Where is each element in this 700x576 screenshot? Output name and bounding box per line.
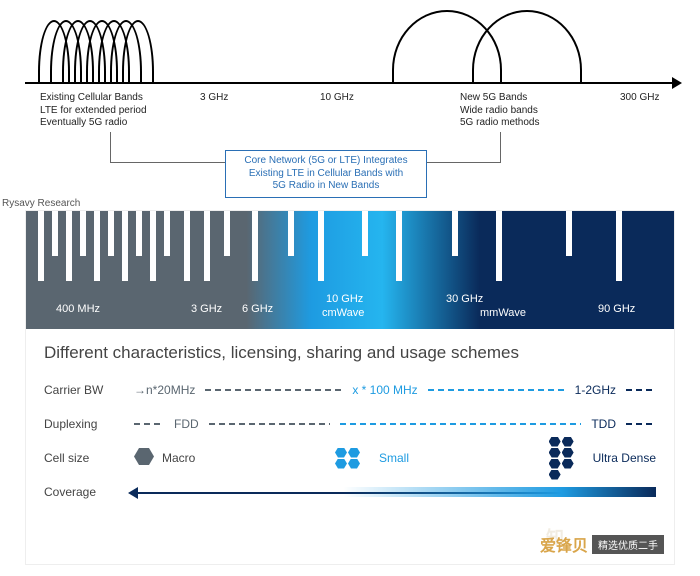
hexagon-icon [549,448,561,458]
coverage-body [134,475,656,509]
carrier-bw-body: →n*20MHz x * 100 MHz 1-2GHz [134,373,656,407]
connector-line [110,162,225,163]
hexagon-icon [348,448,360,458]
dash [428,389,565,391]
coverage-gradient [343,487,656,497]
label-existing-bands: Existing Cellular Bands LTE for extended… [40,92,147,130]
row-label: Cell size [44,451,134,465]
row-label: Carrier BW [44,383,134,397]
spectrum-tick [122,211,128,281]
row-label: Coverage [44,485,134,499]
dash [134,423,164,425]
spectrum-tick [566,211,572,256]
spectrum-label: 400 MHz [56,303,100,315]
hexagon-icon [134,448,154,465]
hexagon-icon [562,448,574,458]
spectrum-bar: 400 MHz 3 GHz 6 GHz 10 GHz cmWave 30 GHz mmWav… [26,211,674,329]
spectrum-tick [66,211,72,281]
duplex-right: TDD [591,417,616,431]
dash [626,389,656,391]
spectrum-tick [318,211,324,281]
spectrum-label: 3 GHz [191,303,222,315]
spectrum-tick [108,211,114,256]
axis-arrowhead-icon [672,77,682,89]
watermark-faint: 知 [546,524,564,550]
spectrum-label: 6 GHz [242,303,273,315]
hexagon-icon [348,459,360,469]
spectrum-tick [184,211,190,281]
cell-dense: Ultra Dense [593,451,656,465]
hex-cluster-icon [335,448,371,469]
5g-band-arc [472,10,582,82]
spectrum-tick [52,211,58,256]
characteristics-heading: Different characteristics, licensing, sh… [26,329,674,373]
hexagon-icon [335,448,347,458]
carrier-mid: x * 100 MHz [352,383,417,397]
row-coverage: Coverage [26,475,674,509]
spectrum-tick [288,211,294,256]
duplex-left: FDD [174,417,199,431]
row-label: Duplexing [44,417,134,431]
connector-line [427,162,501,163]
spectrum-tick [496,211,502,281]
spectrum-tick [362,211,368,256]
watermark-logo: 爱锋贝 [540,532,588,556]
hexagon-icon [562,459,574,469]
row-cell-size: Cell size Macro Small Ultra Dense [26,441,674,475]
dash [340,423,582,425]
spectrum-label: cmWave [322,307,364,319]
hexagon-icon [549,459,561,469]
spectrum-tick [80,211,86,256]
spectrum-tick [38,211,44,281]
row-carrier-bw: Carrier BW →n*20MHz x * 100 MHz 1-2GHz [26,373,674,407]
hex-cluster-icon [549,437,585,480]
cell-size-body: Macro Small Ultra Dense [134,441,656,475]
spectrum-tick [452,211,458,256]
frequency-axis [25,82,675,84]
spectrum-label: 30 GHz [446,293,483,305]
spectrum-tick [396,211,402,281]
spectrum-tick [252,211,258,281]
bottom-characteristics-panel: 400 MHz 3 GHz 6 GHz 10 GHz cmWave 30 GHz mmWav… [25,210,675,565]
top-spectrum-diagram: Existing Cellular Bands LTE for extended… [0,0,700,210]
spectrum-label: mmWave [480,307,526,319]
spectrum-tick [224,211,230,256]
connector-line [110,132,111,162]
cell-macro: Macro [162,451,195,465]
spectrum-tick [136,211,142,256]
dash [209,423,330,425]
core-network-callout: Core Network (5G or LTE) Integrates Exis… [225,150,427,198]
spectrum-tick [616,211,622,281]
label-new-5g-bands: New 5G Bands Wide radio bands 5G radio m… [460,92,540,130]
carrier-left: →n*20MHz [134,383,195,397]
carrier-right: 1-2GHz [575,383,616,397]
cell-small: Small [379,451,409,465]
spectrum-tick [204,211,210,281]
label-3ghz: 3 GHz [200,92,228,105]
hexagon-icon [549,437,561,447]
hexagon-icon [335,459,347,469]
spectrum-label: 90 GHz [598,303,635,315]
source-credit: Rysavy Research [2,198,80,209]
dash [626,423,656,425]
label-10ghz: 10 GHz [320,92,354,105]
spectrum-tick [94,211,100,281]
dash [205,389,342,391]
spectrum-tick [164,211,170,256]
spectrum-label: 10 GHz [326,293,363,305]
connector-line [500,132,501,162]
spectrum-tick [150,211,156,281]
hexagon-icon [562,437,574,447]
watermark-text: 精选优质二手 [592,535,664,554]
label-300ghz: 300 GHz [620,92,659,105]
